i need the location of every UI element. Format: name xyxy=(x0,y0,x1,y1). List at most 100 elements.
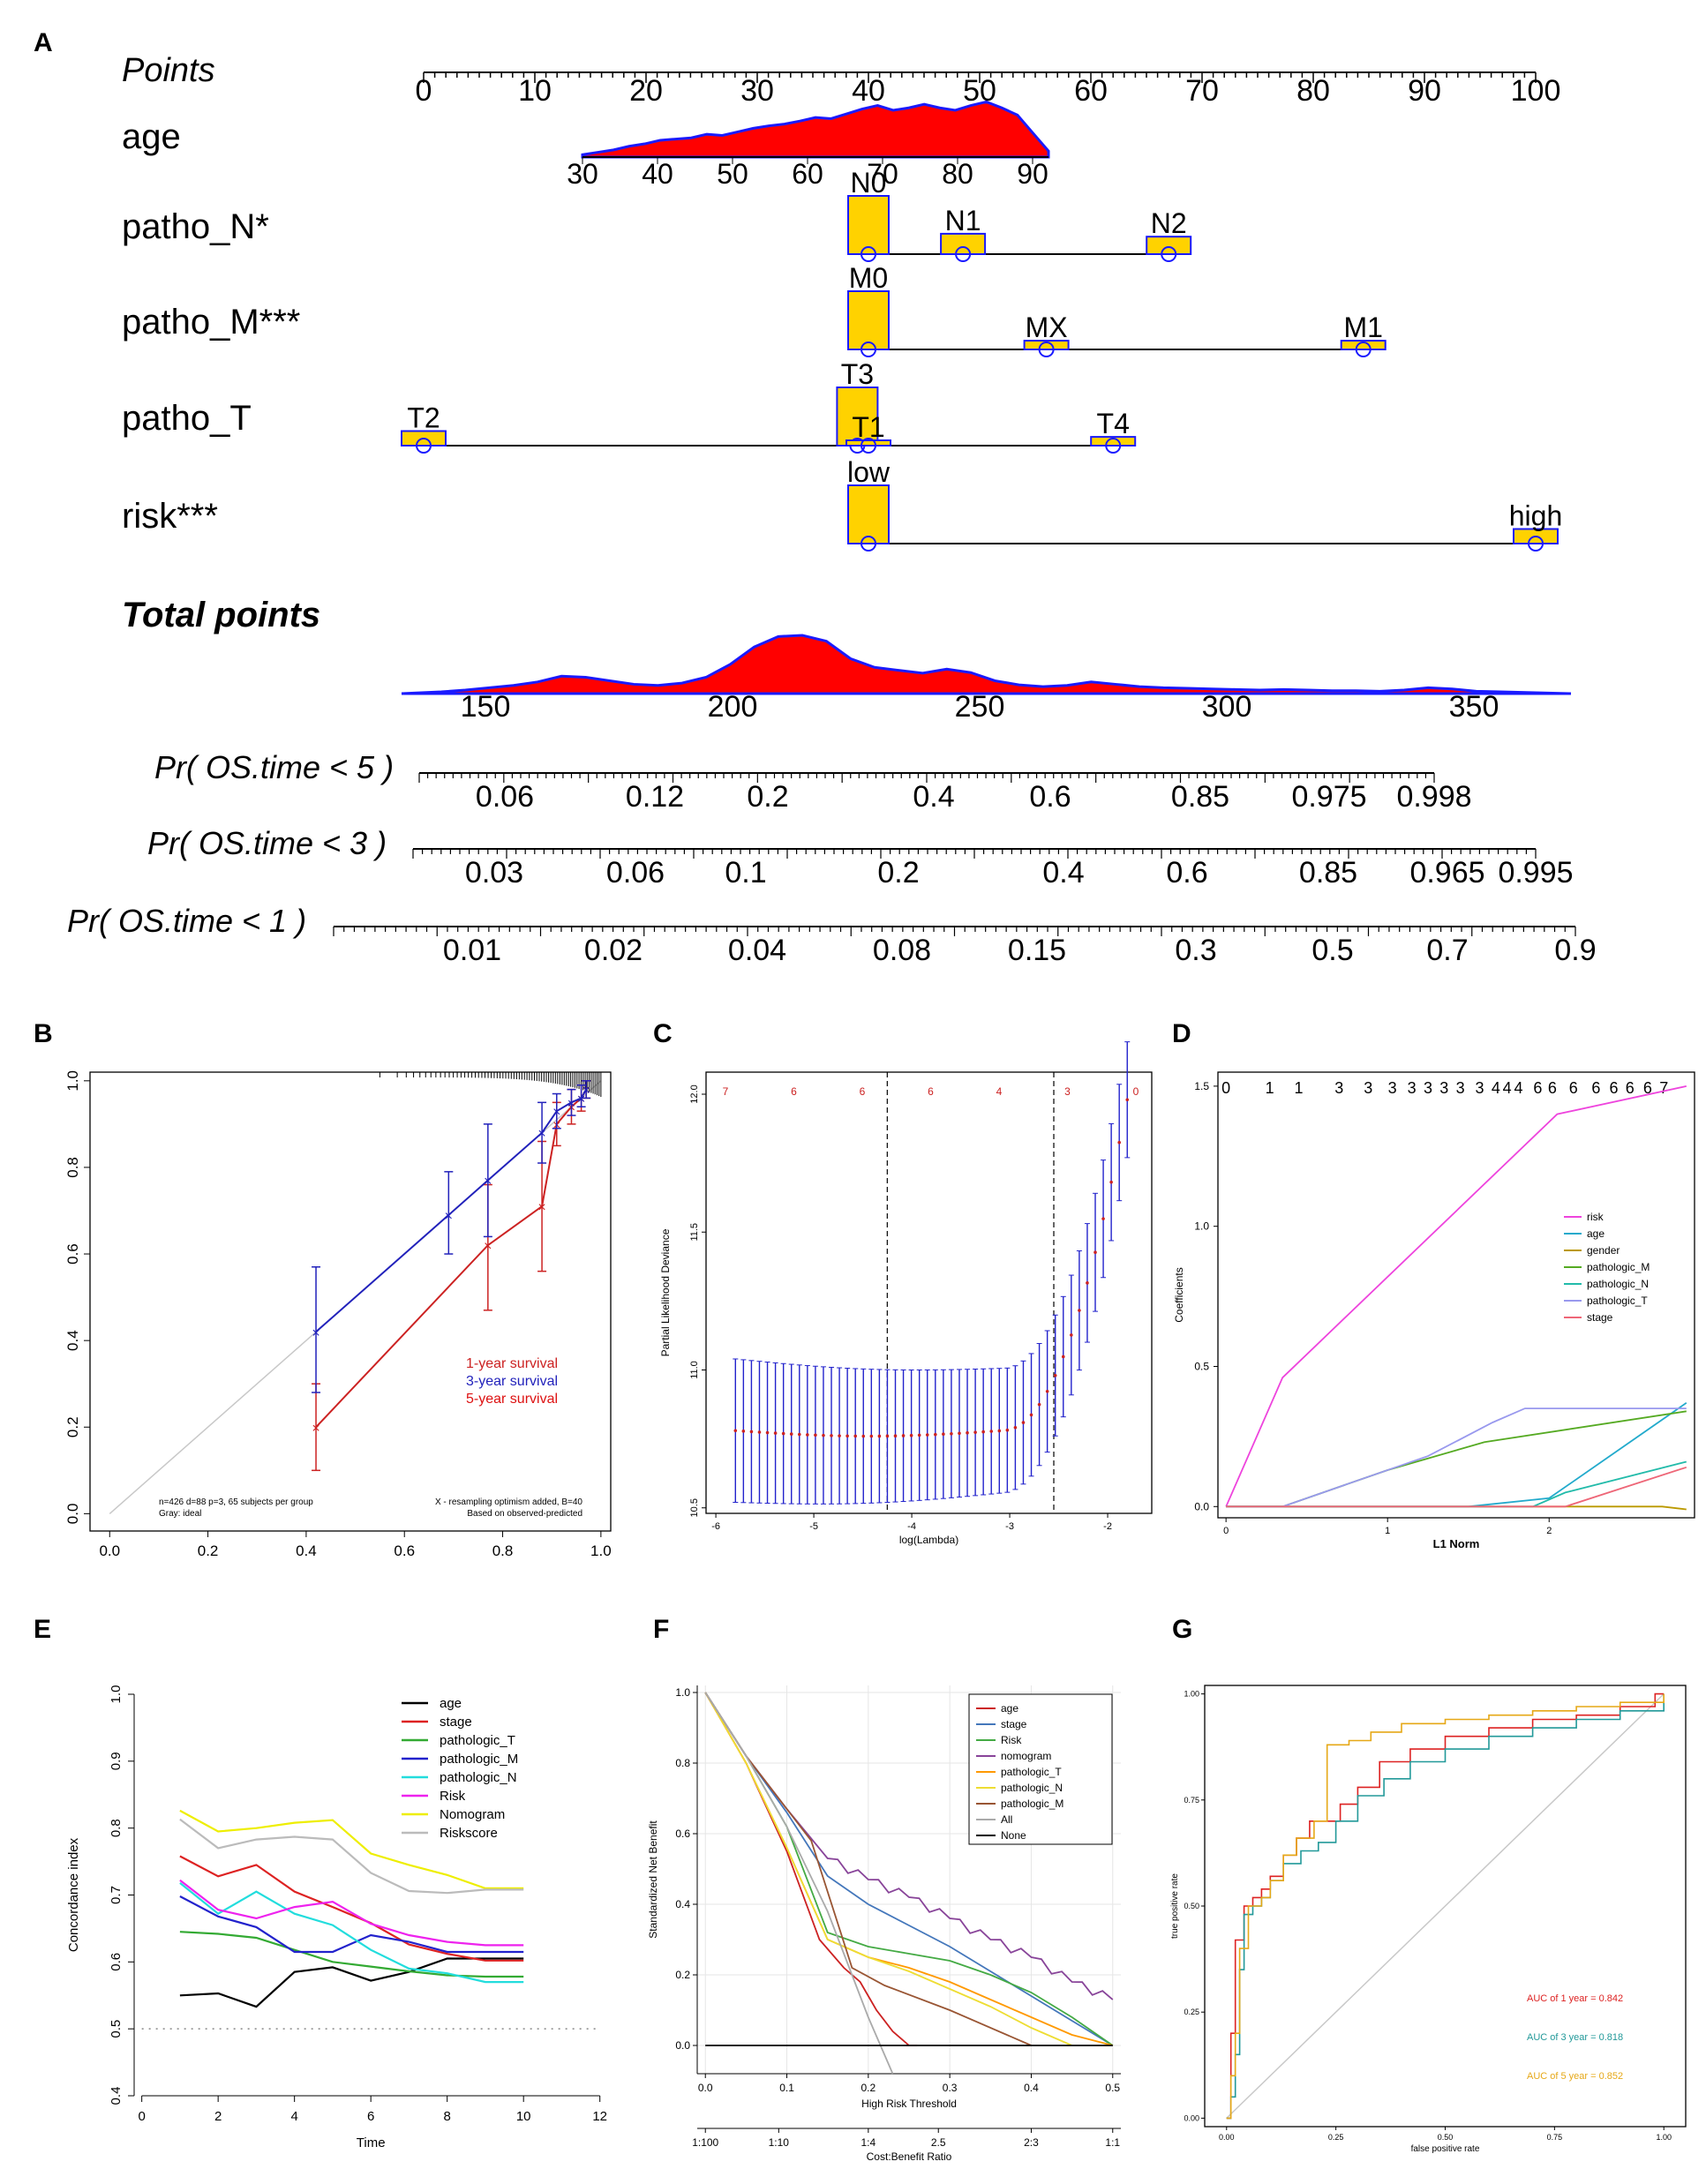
row-label: patho_T xyxy=(122,399,252,438)
top-count-label: 4 xyxy=(1514,1079,1522,1097)
top-count-label: 6 xyxy=(1643,1079,1652,1097)
cv-point xyxy=(773,1431,778,1435)
x-tick-label: 0.2 xyxy=(861,2082,876,2094)
total-points-tick-label: 200 xyxy=(708,690,758,724)
prob-tick-label: 0.995 xyxy=(1498,856,1573,889)
calibration-point: × xyxy=(312,1325,319,1340)
calibration-point: × xyxy=(577,1092,585,1107)
cv-point xyxy=(853,1434,858,1438)
prob-tick-label: 0.3 xyxy=(1175,934,1216,967)
calibration-point: × xyxy=(484,1239,492,1254)
prob-tick-label: 0.02 xyxy=(584,934,643,967)
top-count-label: 6 xyxy=(1533,1079,1542,1097)
x-tick-label: 0.4 xyxy=(1024,2082,1039,2094)
points-tick-label: 20 xyxy=(629,74,663,108)
cv-point xyxy=(1101,1217,1105,1220)
age-tick-label: 50 xyxy=(717,158,748,190)
x-tick-label: -5 xyxy=(809,1521,818,1532)
x-tick-label: 6 xyxy=(367,2109,374,2124)
x-tick-label: 1.0 xyxy=(590,1542,612,1559)
x-tick-label: -3 xyxy=(1005,1521,1014,1532)
cindex-line xyxy=(179,1855,524,1962)
legend-entry: pathologic_M xyxy=(1001,1797,1063,1810)
legend-entry: age xyxy=(1001,1702,1018,1715)
points-tick-label: 80 xyxy=(1296,74,1330,108)
row-label: age xyxy=(122,117,181,156)
legend-entry: pathologic_N xyxy=(1587,1278,1649,1290)
cindex-line xyxy=(179,1809,524,1889)
legend-entry: pathologic_M xyxy=(1587,1261,1650,1273)
prob-tick-label: 0.04 xyxy=(728,934,786,967)
level-label: N0 xyxy=(851,167,887,199)
y-tick-label: 11.5 xyxy=(689,1223,700,1242)
top-count-label: 6 xyxy=(1569,1079,1578,1097)
points-tick-label: 10 xyxy=(518,74,552,108)
y-tick-label: 11.0 xyxy=(689,1361,700,1379)
coef-path xyxy=(1225,1085,1687,1507)
panel-label-a: A xyxy=(34,28,53,57)
prob-tick-label: 0.7 xyxy=(1426,934,1468,967)
cv-point xyxy=(925,1433,929,1437)
top-count-label: 4 xyxy=(1492,1079,1500,1097)
points-tick-label: 40 xyxy=(852,74,885,108)
x-tick-label: 12 xyxy=(592,2109,607,2124)
level-label: T3 xyxy=(841,358,874,390)
net-benefit-line xyxy=(704,1692,894,2075)
cv-point xyxy=(1109,1180,1113,1184)
level-box xyxy=(845,439,891,447)
total-points-density xyxy=(401,634,1572,695)
age-tick-label: 40 xyxy=(642,158,673,190)
y-tick-label: 0.6 xyxy=(675,1828,690,1840)
level-label: low xyxy=(847,456,891,488)
x-tick-label: 1 xyxy=(1385,1526,1390,1536)
prob-tick-label: 0.4 xyxy=(913,780,954,814)
cv-point xyxy=(1086,1281,1089,1285)
y-tick-label: 0.0 xyxy=(64,1504,81,1525)
cv-point xyxy=(1005,1428,1010,1432)
lasso-path-frame xyxy=(1217,1071,1695,1519)
age-density xyxy=(581,100,1050,159)
y-tick-label: 0.6 xyxy=(109,1953,124,1971)
y-tick-label: 0.4 xyxy=(675,1898,690,1910)
x-tick-label: 0 xyxy=(138,2109,145,2124)
y-tick-label: 0.5 xyxy=(109,2020,124,2038)
y-tick-label: 10.5 xyxy=(689,1498,700,1517)
prob-tick-label: 0.06 xyxy=(606,856,665,889)
cindex-line xyxy=(179,1818,524,1895)
roc-curve xyxy=(1226,1693,1665,2120)
x-tick-label: 0.5 xyxy=(1105,2082,1120,2094)
net-benefit-line xyxy=(704,1692,1072,2046)
net-benefit-line xyxy=(704,1692,1032,2046)
top-count-label: 6 xyxy=(1626,1079,1635,1097)
cindex-line xyxy=(179,1882,524,1984)
decision-curve-chart: 0.0 0.1 0.2 0.3 0.4 0.5 0.0 0.2 0.4 0.6 0.8 1.0 High… xyxy=(647,1685,1121,2163)
cv-point xyxy=(1093,1250,1097,1255)
y-tick-label: 1.0 xyxy=(64,1070,81,1092)
y-tick-label: 0.00 xyxy=(1184,2113,1199,2122)
prob-tick-label: 0.1 xyxy=(725,856,766,889)
panel-label-e: E xyxy=(34,1615,52,1644)
cv-point xyxy=(901,1434,906,1437)
cv-point xyxy=(741,1430,746,1433)
cv-point xyxy=(757,1430,762,1434)
y-tick-label: 1.00 xyxy=(1184,1690,1199,1699)
y-tick-label: 1.0 xyxy=(1194,1220,1209,1233)
net-benefit-line xyxy=(704,1692,1114,2000)
legend-entry: All xyxy=(1001,1813,1012,1826)
y-tick-label: 0.9 xyxy=(109,1752,124,1770)
prob-row-label: Pr( OS.time < 1 ) xyxy=(67,903,306,939)
x-tick-label: 0.1 xyxy=(779,2082,794,2094)
top-count-label: 3 xyxy=(1439,1079,1448,1097)
total-points-label: Total points xyxy=(122,596,320,634)
level-marker xyxy=(955,246,972,262)
level-marker xyxy=(861,246,876,262)
top-count-label: 6 xyxy=(928,1085,934,1098)
note-right: Based on observed-predicted xyxy=(467,1509,582,1519)
auc-label: AUC of 1 year = 0.842 xyxy=(1527,1993,1623,2004)
x2-tick-label: 1:10 xyxy=(769,2136,790,2149)
roc-curve xyxy=(1226,1693,1665,2120)
points-tick-label: 90 xyxy=(1408,74,1441,108)
note-right: X - resampling optimism added, B=40 xyxy=(435,1497,582,1507)
prob-tick-label: 0.998 xyxy=(1396,780,1471,814)
top-count-label: 6 xyxy=(1591,1079,1600,1097)
